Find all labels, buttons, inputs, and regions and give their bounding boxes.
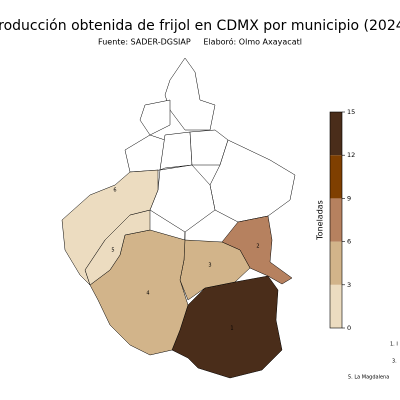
region-no-data — [139, 99, 171, 136]
colorbar-tick-label: 0 — [347, 324, 351, 332]
subtitle: Fuente: SADER-DGSIAP Elaboró: Olmo Axaya… — [98, 37, 302, 47]
colorbar-tick-label: 15 — [347, 108, 355, 116]
no-data-regions — [124, 57, 296, 233]
region — [61, 169, 159, 286]
colorbar-bin — [330, 284, 342, 328]
colorbar-bin — [330, 112, 342, 156]
region-label: 6 — [113, 188, 116, 194]
region-label: 5 — [111, 248, 114, 254]
colorbar-bin — [330, 241, 342, 285]
region-no-data — [124, 134, 166, 173]
colorbar-tick-label: 9 — [347, 194, 351, 202]
region-label: 4 — [146, 291, 149, 297]
region-no-data — [149, 164, 216, 233]
colorbar-bin — [330, 198, 342, 242]
colorbar-bin — [330, 155, 342, 199]
region-label: 2 — [256, 244, 259, 250]
region-no-data — [159, 131, 193, 171]
legend-entry: 5. La Magdalena — [348, 375, 389, 381]
legend-entry: 1. I — [390, 342, 398, 348]
title: Producción obtenida de frijol en CDMX po… — [0, 18, 400, 34]
colorbar-label: Toneladas — [316, 200, 325, 241]
colorbar-tick-label: 6 — [347, 238, 351, 246]
region-label: 1 — [230, 326, 233, 332]
region-label: 3 — [208, 263, 211, 269]
region-no-data — [164, 57, 216, 131]
colorbar-tick-label: 3 — [347, 281, 351, 289]
legend-entry: 3. — [392, 359, 397, 365]
colorbar-tick-label: 12 — [347, 151, 355, 159]
colorbar-frame — [329, 111, 343, 329]
